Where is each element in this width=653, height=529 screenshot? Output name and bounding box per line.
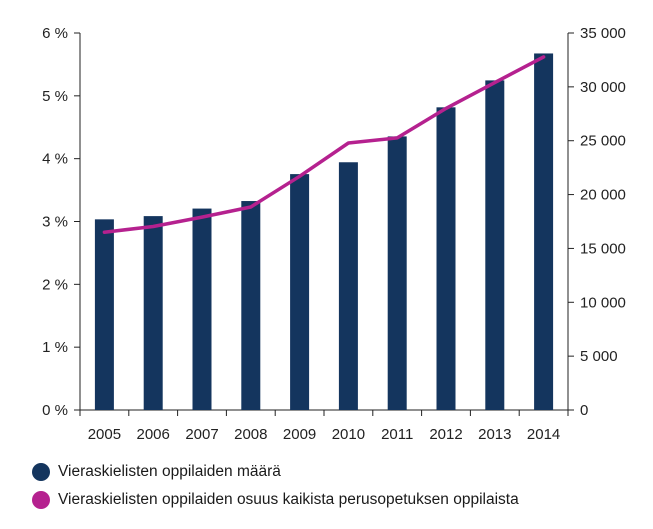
bar [387,136,407,411]
bar [534,53,554,411]
x-tick-label: 2007 [185,426,218,443]
right-tick-label: 35 000 [580,25,626,42]
left-axis-ticks: 0 % 1 % 2 % 3 % 4 % 5 % 6 % [42,25,80,419]
bar [241,201,261,410]
left-tick-label: 1 % [42,339,68,356]
legend-label-count: Vieraskielisten oppilaiden määrä [58,463,281,480]
bar [436,107,456,410]
x-tick-label: 2012 [429,426,462,443]
right-tick-label: 30 000 [580,79,626,96]
left-tick-label: 4 % [42,151,68,168]
legend-label-share: Vieraskielisten oppilaiden osuus kaikist… [58,491,519,508]
x-tick-label: 2014 [527,426,560,443]
left-tick-label: 5 % [42,88,68,105]
bar [338,162,358,410]
right-tick-label: 25 000 [580,133,626,150]
bar [143,216,163,410]
right-tick-label: 15 000 [580,240,626,257]
left-tick-label: 2 % [42,276,68,293]
left-tick-label: 3 % [42,214,68,231]
x-axis-ticks: 2005 2006 2007 2008 2009 2010 2011 2012 2013 2014 [79,410,569,443]
bar-series [94,53,554,411]
line-series [102,55,546,234]
right-tick-label: 10 000 [580,294,626,311]
left-tick-label: 6 % [42,25,68,42]
x-tick-label: 2013 [478,426,511,443]
share-line [102,55,546,234]
legend-item-count: Vieraskielisten oppilaiden määrä [32,463,281,481]
x-tick-label: 2009 [283,426,316,443]
bar [94,219,114,410]
x-tick-label: 2010 [332,426,365,443]
bar [485,80,505,410]
right-tick-label: 20 000 [580,187,626,204]
bar [192,208,212,410]
x-tick-label: 2006 [137,426,170,443]
x-tick-label: 2008 [234,426,267,443]
x-tick-label: 2005 [88,426,121,443]
right-axis-ticks: 0 5 000 10 000 15 000 20 000 25 000 30 000 35 0… [568,25,626,419]
legend-marker-share [32,491,50,509]
right-tick-label: 0 [580,402,588,419]
left-tick-label: 0 % [42,402,68,419]
bar [290,174,310,410]
legend-item-share: Vieraskielisten oppilaiden osuus kaikist… [32,491,519,509]
x-tick-label: 2011 [381,426,413,443]
legend-marker-count [32,463,50,481]
right-tick-label: 5 000 [580,348,618,365]
